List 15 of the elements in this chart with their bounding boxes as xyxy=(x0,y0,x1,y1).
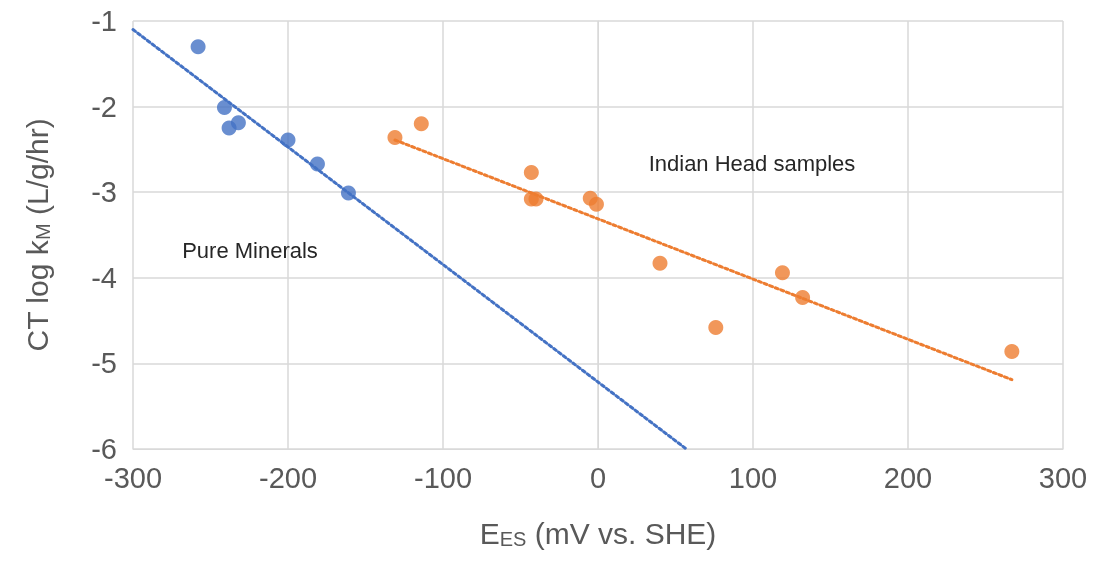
x-tick-label: 200 xyxy=(883,461,933,494)
y-axis-title: CT log kM (L/g/hr) xyxy=(20,118,54,352)
y-tick-label: -3 xyxy=(91,176,117,209)
annotation: Indian Head samples xyxy=(648,150,856,176)
x-tick-label: 300 xyxy=(1038,461,1088,494)
y-tick-label: -5 xyxy=(91,347,117,380)
annotation: Pure Minerals xyxy=(182,237,318,263)
x-tick-label: 0 xyxy=(589,461,607,494)
x-tick-label: 100 xyxy=(728,461,778,494)
y-tick-label: -1 xyxy=(91,5,117,37)
x-axis-title: EES (mV vs. SHE) xyxy=(479,516,717,550)
x-tick-label: -100 xyxy=(413,461,473,494)
y-tick-label: -4 xyxy=(91,261,117,294)
y-tick-label: -2 xyxy=(91,90,117,123)
x-tick-label: -200 xyxy=(258,461,318,494)
